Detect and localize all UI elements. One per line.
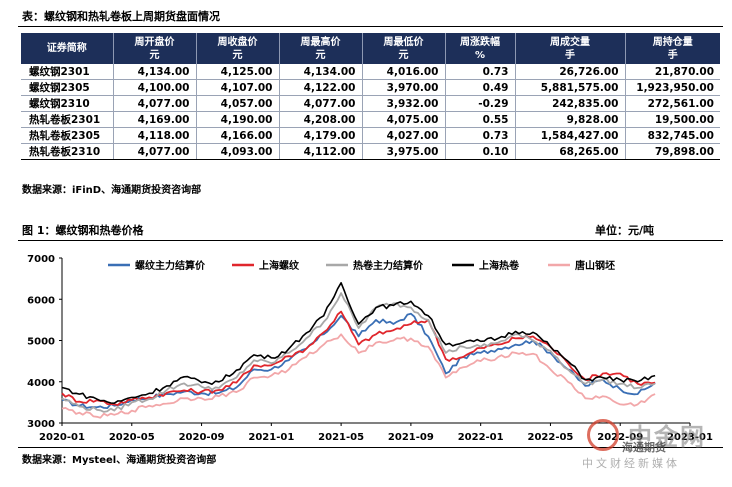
y-tick-label: 7000: [27, 254, 55, 265]
y-tick-label: 6000: [27, 295, 55, 306]
y-tick-label: 4000: [27, 378, 55, 389]
header-security: 证券简称: [21, 33, 113, 64]
caption-rule: [18, 26, 723, 27]
table-cell: 3,970.00: [361, 79, 445, 96]
legend-label: 螺纹主力结算价: [135, 259, 206, 272]
table-cell-security: 热轧卷板2305: [21, 127, 113, 144]
table-cell-security: 热轧卷板2301: [21, 111, 113, 128]
table-cell: 4,179.00: [278, 127, 362, 144]
table-cell: 0.73: [444, 64, 515, 80]
legend-label: 上海螺纹: [259, 259, 300, 272]
table-cell: 0.55: [444, 111, 515, 128]
table-cell: -0.29: [444, 95, 515, 112]
table-cell: 68,265.00: [514, 143, 625, 160]
x-tick-label: 2020-05: [109, 432, 155, 443]
header-close: 周收盘价元: [195, 33, 279, 64]
table-cell: 4,112.00: [278, 143, 362, 160]
table-cell: 4,075.00: [361, 111, 445, 128]
table-cell: 4,057.00: [195, 95, 279, 112]
legend-label: 热卷主力结算价: [353, 259, 424, 272]
table-header-row: 证券简称 周开盘价元 周收盘价元 周最高价元 周最低价元 周涨跌幅% 周成交量手…: [21, 33, 720, 64]
table-cell: 79,898.00: [624, 143, 720, 160]
header-volume: 周成交量手: [514, 33, 625, 64]
x-tick-label: 2022-01: [458, 432, 504, 443]
table-cell: 4,016.00: [361, 64, 445, 80]
figure-unit: 单位：元/吨: [594, 224, 654, 237]
table-cell: 4,027.00: [361, 127, 445, 144]
series-line: [61, 310, 656, 406]
table-row: 热轧卷板2310 4,077.00 4,093.00 4,112.00 3,975.00…: [21, 143, 720, 160]
table-row: 螺纹钢2301 4,134.00 4,125.00 4,134.00 4,016.00 0…: [21, 64, 720, 80]
series-line: [61, 292, 656, 413]
table-cell-security: 螺纹钢2310: [21, 95, 113, 112]
x-tick-label: 2020-01: [39, 432, 85, 443]
table-cell: 242,835.00: [514, 95, 625, 112]
table-cell: 4,093.00: [195, 143, 279, 160]
table-cell: 4,122.00: [278, 79, 362, 96]
table-cell: 4,100.00: [112, 79, 196, 96]
table-cell: 4,077.00: [112, 143, 196, 160]
table-cell: 4,125.00: [195, 64, 279, 80]
table-cell: 3,932.00: [361, 95, 445, 112]
figure-bottom-rule: [18, 447, 723, 448]
table-cell: 4,190.00: [195, 111, 279, 128]
table-cell: 832,745.00: [624, 127, 720, 144]
table-cell: 0.10: [444, 143, 515, 160]
header-low: 周最低价元: [361, 33, 445, 64]
table-cell: 4,169.00: [112, 111, 196, 128]
table-cell: 4,077.00: [278, 95, 362, 112]
table-row: 热轧卷板2305 4,118.00 4,166.00 4,179.00 4,027.00…: [21, 127, 720, 144]
x-tick-label: 2022-05: [527, 432, 573, 443]
table-cell: 4,134.00: [278, 64, 362, 80]
table-cell: 9,828.00: [514, 111, 625, 128]
legend-label: 唐山钢坯: [575, 259, 615, 272]
table-cell: 4,134.00: [112, 64, 196, 80]
table-source: 数据来源：iFinD、海通期货投资咨询部: [22, 185, 202, 196]
x-tick-label: 2021-01: [248, 432, 294, 443]
table-cell: 3,975.00: [361, 143, 445, 160]
table-cell: 4,208.00: [278, 111, 362, 128]
table-cell: 5,881,575.00: [514, 79, 625, 96]
table-cell: 0.73: [444, 127, 515, 144]
table-row: 热轧卷板2301 4,169.00 4,190.00 4,208.00 4,075.00…: [21, 111, 720, 128]
x-tick-label: 2020-09: [179, 432, 225, 443]
table-caption: 表：螺纹钢和热轧卷板上周期货盘面情况: [22, 10, 220, 23]
table-cell-security: 热轧卷板2310: [21, 143, 113, 160]
table-cell: 26,726.00: [514, 64, 625, 80]
table-cell: 272,561.00: [624, 95, 720, 112]
table-cell: 0.49: [444, 79, 515, 96]
y-tick-label: 5000: [27, 337, 55, 348]
series-line: [61, 333, 656, 419]
figure-source: 数据来源：Mysteel、海通期货投资咨询部: [22, 455, 217, 466]
table-cell: 4,077.00: [112, 95, 196, 112]
table-cell: 1,923,950.00: [624, 79, 720, 96]
header-high: 周最高价元: [278, 33, 362, 64]
y-tick-label: 3000: [27, 419, 55, 430]
table-cell: 19,500.00: [624, 111, 720, 128]
table-cell: 4,118.00: [112, 127, 196, 144]
table-row: 螺纹钢2310 4,077.00 4,057.00 4,077.00 3,932.00-…: [21, 95, 720, 112]
x-tick-label: 2022-09: [597, 432, 643, 443]
x-tick-label: 2023-01: [667, 432, 713, 443]
header-open: 周开盘价元: [112, 33, 196, 64]
table-cell: 4,166.00: [195, 127, 279, 144]
legend-label: 上海热卷: [479, 259, 520, 272]
table-cell-security: 螺纹钢2305: [21, 79, 113, 96]
table-cell: 1,584,427.00: [514, 127, 625, 144]
header-open-interest: 周持仓量手: [624, 33, 720, 64]
table-cell-security: 螺纹钢2301: [21, 64, 113, 80]
table-row: 螺纹钢2305 4,100.00 4,107.00 4,122.00 3,970.00 0…: [21, 79, 720, 96]
series-line: [61, 281, 656, 405]
table-cell: 4,107.00: [195, 79, 279, 96]
x-tick-label: 2021-05: [318, 432, 364, 443]
table-cell: 21,870.00: [624, 64, 720, 80]
figure-caption: 图 1：螺纹钢和热卷价格: [22, 224, 144, 237]
figure-rule: [18, 240, 723, 241]
x-tick-label: 2021-09: [388, 432, 434, 443]
futures-table: 证券简称 周开盘价元 周收盘价元 周最高价元 周最低价元 周涨跌幅% 周成交量手…: [21, 33, 720, 160]
header-change: 周涨跌幅%: [444, 33, 515, 64]
